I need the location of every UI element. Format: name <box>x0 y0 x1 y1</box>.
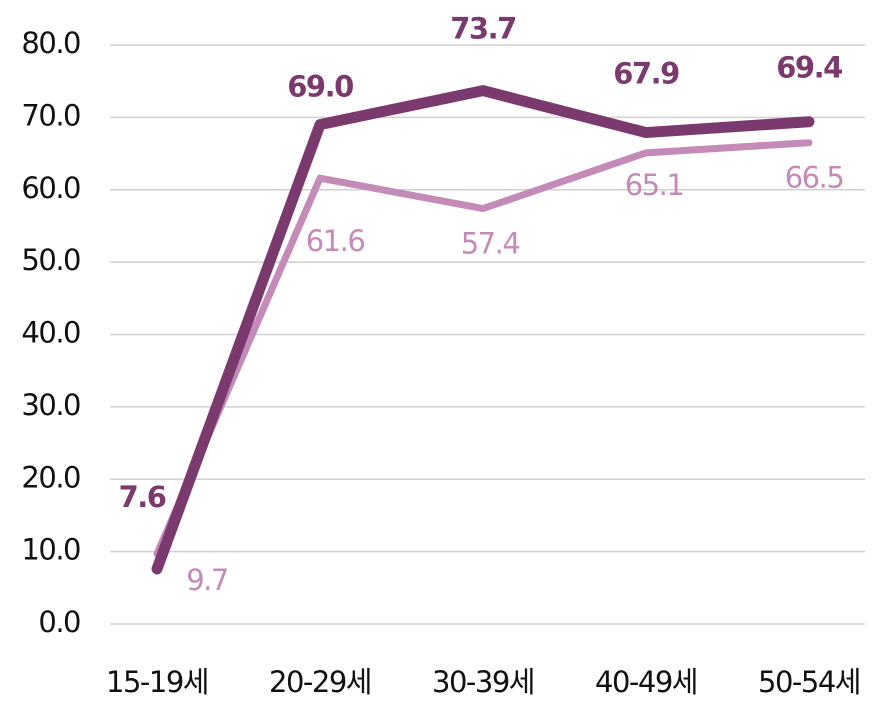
x-tick-label: 15-19세 <box>106 665 208 699</box>
data-label: 9.7 <box>186 563 228 597</box>
data-label: 69.0 <box>287 70 353 104</box>
data-label: 65.1 <box>625 168 684 202</box>
x-tick-label: 50-54세 <box>758 665 860 699</box>
y-tick-label: 30.0 <box>21 388 80 422</box>
data-label: 61.6 <box>306 224 365 258</box>
y-tick-label: 70.0 <box>21 98 80 132</box>
data-label: 67.9 <box>613 57 679 91</box>
y-tick-label: 80.0 <box>21 26 80 60</box>
data-label: 69.4 <box>776 51 842 85</box>
y-tick-label: 50.0 <box>21 243 80 277</box>
data-label: 66.5 <box>785 161 844 195</box>
y-tick-label: 60.0 <box>21 171 80 205</box>
y-tick-label: 10.0 <box>21 533 80 567</box>
y-tick-label: 0.0 <box>38 605 80 639</box>
x-tick-label: 20-29세 <box>269 665 371 699</box>
y-tick-label: 20.0 <box>21 460 80 494</box>
y-tick-label: 40.0 <box>21 316 80 350</box>
data-label: 57.4 <box>461 227 520 261</box>
data-label: 7.6 <box>119 480 166 514</box>
x-tick-label: 30-39세 <box>432 665 534 699</box>
data-label: 73.7 <box>450 12 516 46</box>
x-tick-label: 40-49세 <box>595 665 697 699</box>
series-line <box>151 85 815 575</box>
series-line <box>153 139 813 558</box>
